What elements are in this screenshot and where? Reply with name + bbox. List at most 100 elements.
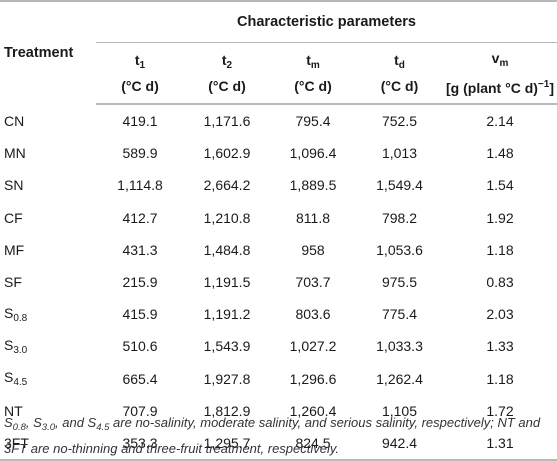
table-row: CN 419.1 1,171.6 795.4 752.5 2.14	[0, 104, 557, 137]
value-cell: 1,602.9	[203, 145, 251, 162]
value-cell: 1,296.6	[289, 370, 337, 387]
column-symbol: v	[491, 49, 500, 66]
value-cell: 1,191.5	[203, 274, 251, 291]
value-cell: 775.4	[381, 306, 418, 323]
value-cell: 1,210.8	[203, 209, 251, 226]
treatment-cell: S4.5	[0, 363, 96, 395]
footnote-separator: , and	[55, 415, 88, 430]
treatment-name-subscript: 4.5	[13, 377, 28, 389]
table-row: 3FT 353.3 1,295.7 824.5 942.4 1.31	[0, 426, 557, 461]
value-cell: 707.9	[122, 402, 158, 419]
treatment-cell: NT	[0, 395, 96, 427]
treatment-name: SF	[4, 274, 22, 291]
table-row: S0.8 415.9 1,191.2 803.6 775.4 2.03	[0, 298, 557, 330]
value-cell: 1,812.9	[203, 402, 251, 419]
value-cell: 431.3	[122, 241, 158, 258]
table-row: CF 412.7 1,210.8 811.8 798.2 1.92	[0, 202, 557, 234]
value-cell: 665.4	[122, 370, 158, 387]
value-cell: 353.3	[96, 426, 184, 461]
footnote-symbol: S	[4, 415, 13, 430]
table-body: CN 419.1 1,171.6 795.4 752.5 2.14 MN 589.9 1,602…	[0, 104, 557, 461]
column-header-t2: t2 (°C d)	[184, 42, 270, 105]
column-symbol: t	[221, 51, 227, 68]
value-cell: 1,105	[381, 402, 418, 419]
value-cell: 215.9	[122, 274, 158, 291]
treatment-cell: CN	[0, 104, 96, 137]
table-row: MN 589.9 1,602.9 1,096.4 1,013 1.48	[0, 137, 557, 169]
value-cell: 824.5	[270, 426, 356, 461]
value-cell: 752.5	[381, 113, 418, 130]
value-cell: 1.92	[486, 209, 514, 226]
value-cell: 1.54	[486, 177, 514, 194]
value-cell: 1.18	[486, 370, 514, 387]
table-row: NT 707.9 1,812.9 1,260.4 1,105 1.72	[0, 395, 557, 427]
value-cell: 1,033.3	[376, 338, 423, 355]
footnote-symbol: S	[33, 415, 42, 430]
value-cell: 1,549.4	[376, 177, 423, 194]
column-symbol-subscript: m	[499, 57, 509, 69]
value-cell: 589.9	[122, 145, 158, 162]
value-cell: 419.1	[122, 113, 158, 130]
value-cell: 2.03	[486, 306, 514, 323]
footnote-subscript: 4.5	[96, 422, 110, 433]
value-cell: 958	[301, 241, 325, 258]
treatment-cell: MN	[0, 137, 96, 169]
column-unit: [g (plant °C d)	[446, 79, 538, 96]
column-symbol: t	[394, 51, 399, 68]
column-symbol-subscript: m	[310, 59, 320, 71]
value-cell: 1,543.9	[203, 338, 251, 355]
value-cell: 0.83	[486, 274, 514, 291]
treatment-cell: S0.8	[0, 298, 96, 330]
value-cell: 1.18	[486, 241, 514, 258]
value-cell: 795.4	[295, 113, 331, 130]
treatment-cell: MF	[0, 234, 96, 266]
column-header-tm: tm (°C d)	[270, 42, 356, 105]
value-cell: 811.8	[296, 209, 330, 226]
treatment-name: SN	[4, 177, 24, 194]
treatment-cell: SF	[0, 266, 96, 298]
column-unit: (°C d)	[208, 77, 246, 94]
value-cell: 412.7	[122, 209, 158, 226]
value-cell: 2,664.2	[203, 177, 251, 194]
value-cell: 1,889.5	[289, 177, 337, 194]
table-header: Treatment Characteristic parameters t1 (…	[0, 0, 557, 105]
column-unit: (°C d)	[380, 77, 419, 94]
treatment-name: CN	[4, 112, 25, 129]
treatment-name-subscript: 0.8	[13, 312, 28, 324]
treatment-name: NT	[4, 402, 23, 419]
treatment-name: S	[4, 336, 14, 353]
value-cell: 1,927.8	[203, 370, 251, 387]
value-cell: 1,114.8	[117, 177, 163, 194]
table-row: SN 1,114.8 2,664.2 1,889.5 1,549.4 1.54	[0, 169, 557, 201]
column-symbol-subscript: d	[398, 59, 405, 71]
column-symbol: t	[134, 51, 140, 68]
footnote-text: are no-salinity, moderate salinity, and …	[4, 415, 541, 456]
value-cell: 975.5	[381, 274, 418, 291]
treatment-cell: CF	[0, 202, 96, 234]
value-cell: 1,484.8	[203, 241, 251, 258]
column-header-t1: t1 (°C d)	[96, 42, 184, 105]
treatment-name: CF	[4, 209, 23, 226]
value-cell: 1,171.6	[203, 113, 251, 130]
value-cell: 803.6	[295, 306, 331, 323]
column-header-row: t1 (°C d) t2 (°C d) tm (°C d) td (°C d) …	[0, 42, 557, 105]
value-cell: 798.2	[381, 209, 418, 226]
column-header-td: td (°C d)	[356, 42, 443, 105]
value-cell: 1,013	[381, 145, 418, 162]
treatment-name-subscript: 3.0	[13, 344, 28, 356]
value-cell: 1,027.2	[289, 338, 337, 355]
value-cell: 1,096.4	[289, 145, 337, 162]
treatment-header: Treatment	[0, 0, 96, 104]
footnote-symbol: S	[87, 415, 97, 430]
treatment-name: S	[4, 369, 14, 386]
column-symbol: t	[306, 51, 311, 68]
column-unit-superscript: −1	[537, 78, 550, 90]
column-symbol-subscript: 2	[226, 59, 233, 71]
treatment-name: MN	[4, 145, 26, 162]
treatment-cell: S3.0	[0, 330, 96, 362]
value-cell: 703.7	[295, 274, 331, 291]
column-symbol-subscript: 1	[139, 59, 146, 71]
footnote-subscript: 0.8	[12, 422, 26, 433]
value-cell: 415.9	[122, 306, 158, 323]
